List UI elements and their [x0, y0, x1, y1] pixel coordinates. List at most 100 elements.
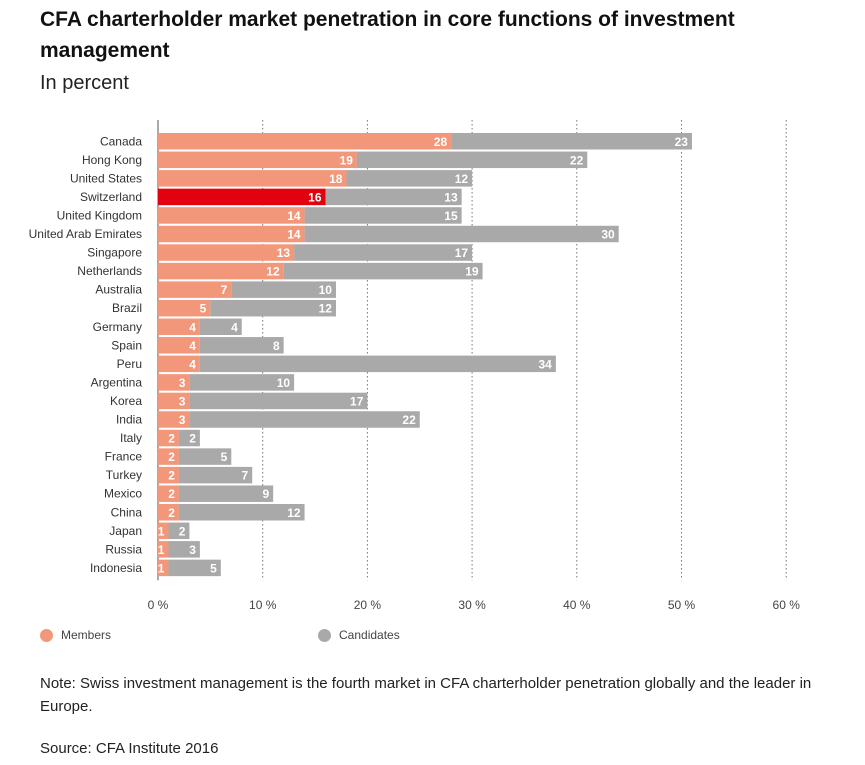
category-label: Singapore — [87, 246, 142, 260]
data-label-members: 13 — [277, 246, 291, 260]
bar-candidates — [178, 466, 253, 484]
bar-members — [158, 429, 179, 447]
legend-members-label: Members — [61, 628, 112, 642]
chart-subtitle: In percent — [40, 72, 129, 94]
legend-candidates-label: Candidates — [339, 628, 400, 642]
data-label-members: 2 — [168, 450, 175, 464]
category-label: United Kingdom — [57, 208, 142, 222]
legend-candidates: Candidates — [318, 628, 400, 642]
x-tick-label: 60 % — [773, 598, 801, 612]
bar-candidates — [325, 188, 462, 206]
data-label-members: 2 — [168, 487, 175, 501]
category-label: Canada — [100, 134, 142, 148]
data-label-members: 3 — [179, 394, 186, 408]
bar-members — [158, 466, 179, 484]
category-label: Hong Kong — [82, 153, 142, 167]
bar-members — [158, 225, 305, 243]
category-label: United Arab Emirates — [29, 227, 142, 241]
data-label-candidates: 22 — [570, 153, 584, 167]
bar-candidates — [294, 244, 473, 261]
bar-members — [158, 374, 190, 391]
x-tick-label: 10 % — [249, 598, 277, 612]
data-label-members: 2 — [168, 506, 175, 520]
category-label: Brazil — [112, 301, 142, 315]
bar-members — [158, 485, 179, 502]
x-tick-label: 30 % — [458, 598, 486, 612]
bar-members — [158, 207, 305, 224]
data-label-candidates: 12 — [319, 302, 333, 316]
bar-candidates — [189, 411, 420, 428]
chart-title: CFA charterholder market penetration in … — [40, 8, 735, 62]
data-label-members: 3 — [179, 376, 186, 390]
bar-members — [158, 541, 169, 558]
bar-members — [158, 337, 200, 354]
data-label-candidates: 3 — [189, 543, 196, 557]
data-label-candidates: 7 — [242, 469, 249, 483]
data-label-members: 1 — [158, 543, 165, 557]
bar-members — [158, 448, 179, 465]
data-label-members: 4 — [189, 339, 196, 353]
data-label-candidates: 2 — [189, 432, 196, 446]
data-label-members: 14 — [287, 228, 301, 242]
data-label-members: 14 — [287, 209, 301, 223]
bar-candidates — [178, 429, 200, 447]
category-label: India — [116, 413, 142, 427]
data-label-members: 16 — [308, 190, 322, 204]
data-label-members: 18 — [329, 172, 343, 186]
bar-candidates — [178, 448, 232, 465]
category-label: Japan — [109, 524, 142, 538]
bar-members — [158, 170, 347, 187]
data-label-candidates: 5 — [210, 561, 217, 575]
bar-candidates — [304, 225, 619, 243]
data-label-candidates: 8 — [273, 339, 280, 353]
category-label: Mexico — [104, 487, 142, 501]
category-label: Spain — [111, 338, 142, 352]
bar-members — [158, 262, 284, 280]
bar-members — [158, 392, 190, 410]
category-label: Turkey — [106, 468, 142, 482]
bar-members — [158, 504, 179, 521]
data-label-candidates: 34 — [539, 357, 553, 371]
data-label-candidates: 12 — [455, 172, 469, 186]
data-label-candidates: 17 — [455, 246, 469, 260]
x-tick-label: 40 % — [563, 598, 591, 612]
category-label: Switzerland — [80, 190, 142, 204]
bar-candidates — [178, 485, 274, 502]
data-label-candidates: 15 — [444, 209, 458, 223]
data-label-members: 5 — [200, 302, 207, 316]
data-label-members: 1 — [158, 561, 165, 575]
bar-candidates — [168, 541, 200, 558]
category-label: Korea — [110, 394, 142, 408]
category-label: Australia — [95, 283, 142, 297]
bar-members — [158, 411, 190, 428]
bar-members — [158, 188, 326, 206]
bar-candidates — [199, 355, 556, 373]
bar-candidates — [283, 262, 483, 280]
x-tick-label: 50 % — [668, 598, 696, 612]
data-label-members: 4 — [189, 357, 196, 371]
data-label-members: 1 — [158, 524, 165, 538]
bar-candidates — [346, 170, 473, 187]
category-label: United States — [70, 171, 142, 185]
data-label-members: 28 — [434, 135, 448, 149]
bar-candidates — [189, 374, 295, 391]
x-tick-label: 0 % — [148, 598, 169, 612]
bar-members — [158, 151, 357, 169]
data-label-candidates: 13 — [444, 190, 458, 204]
chart-source: Source: CFA Institute 2016 — [40, 740, 219, 757]
category-label: Russia — [105, 542, 142, 556]
category-label: Peru — [117, 357, 142, 371]
bar-candidates — [199, 337, 284, 354]
data-label-candidates: 10 — [277, 376, 291, 390]
bar-members — [158, 355, 200, 373]
bar-candidates — [199, 318, 242, 335]
data-label-candidates: 4 — [231, 320, 238, 334]
bar-candidates — [210, 299, 336, 317]
bar-candidates — [189, 392, 368, 410]
data-label-candidates: 9 — [262, 487, 269, 501]
category-label: Argentina — [91, 375, 143, 389]
data-label-members: 2 — [168, 469, 175, 483]
bar-candidates — [168, 559, 221, 577]
